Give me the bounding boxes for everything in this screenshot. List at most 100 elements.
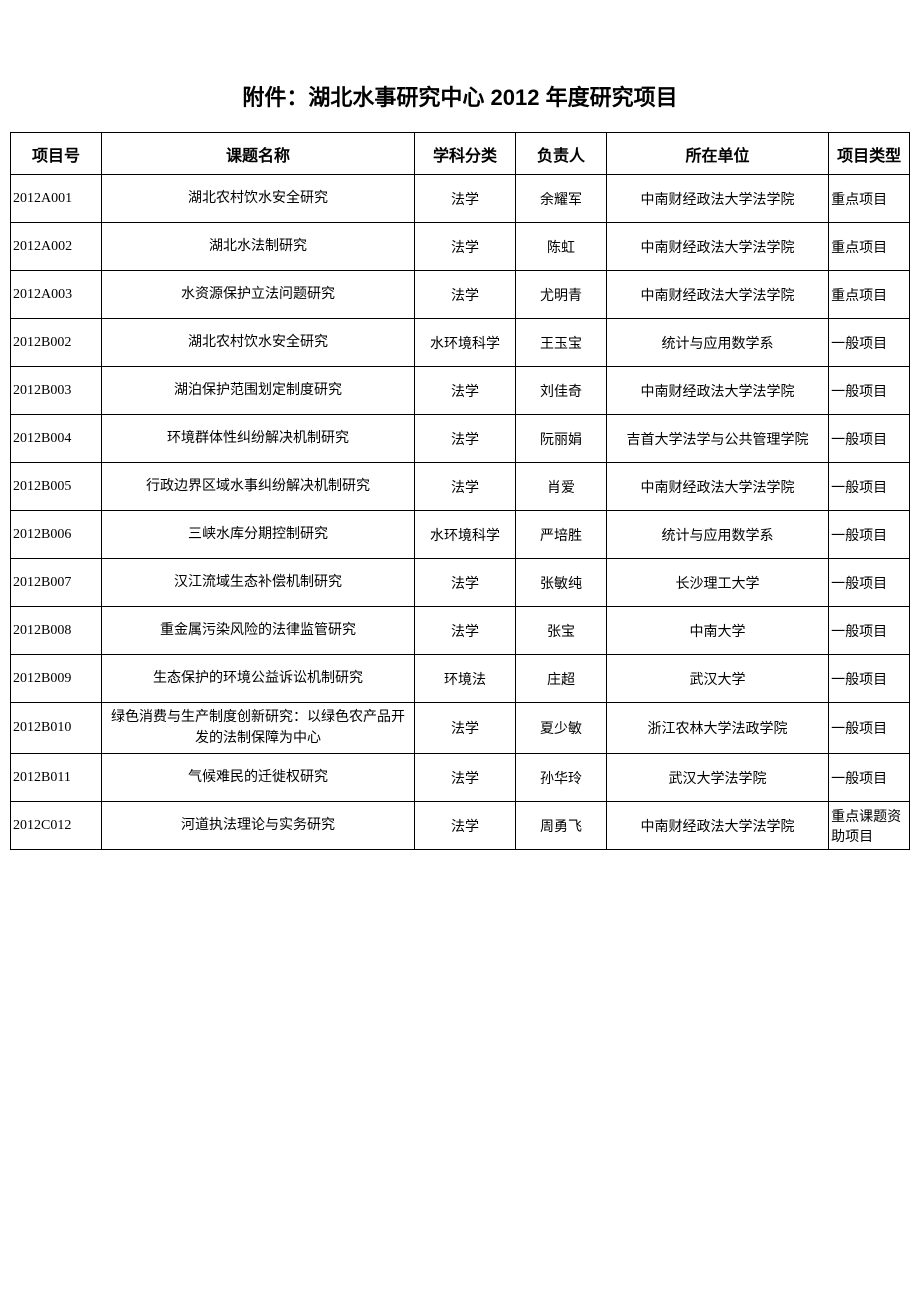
cell-person: 王玉宝 xyxy=(516,319,607,367)
table-row: 2012B006三峡水库分期控制研究水环境科学严培胜统计与应用数学系一般项目 xyxy=(11,511,910,559)
header-id: 项目号 xyxy=(11,133,102,175)
cell-unit: 统计与应用数学系 xyxy=(606,511,828,559)
table-row: 2012C012河道执法理论与实务研究法学周勇飞中南财经政法大学法学院重点课题资… xyxy=(11,802,910,850)
cell-project-title: 环境群体性纠纷解决机制研究 xyxy=(101,415,414,463)
cell-subject: 法学 xyxy=(415,367,516,415)
cell-unit: 长沙理工大学 xyxy=(606,559,828,607)
table-row: 2012A002湖北水法制研究法学陈虹中南财经政法大学法学院重点项目 xyxy=(11,223,910,271)
cell-project-title: 水资源保护立法问题研究 xyxy=(101,271,414,319)
header-title: 课题名称 xyxy=(101,133,414,175)
cell-subject: 水环境科学 xyxy=(415,319,516,367)
cell-project-id: 2012B009 xyxy=(11,655,102,703)
header-type: 项目类型 xyxy=(829,133,910,175)
cell-subject: 水环境科学 xyxy=(415,511,516,559)
cell-person: 陈虹 xyxy=(516,223,607,271)
cell-subject: 法学 xyxy=(415,754,516,802)
cell-project-title: 汉江流域生态补偿机制研究 xyxy=(101,559,414,607)
cell-unit: 吉首大学法学与公共管理学院 xyxy=(606,415,828,463)
cell-type: 重点项目 xyxy=(829,271,910,319)
cell-unit: 中南财经政法大学法学院 xyxy=(606,271,828,319)
cell-subject: 法学 xyxy=(415,703,516,754)
cell-type: 一般项目 xyxy=(829,463,910,511)
cell-subject: 法学 xyxy=(415,463,516,511)
cell-unit: 中南财经政法大学法学院 xyxy=(606,802,828,850)
cell-project-id: 2012B007 xyxy=(11,559,102,607)
cell-project-id: 2012B004 xyxy=(11,415,102,463)
cell-project-id: 2012A001 xyxy=(11,175,102,223)
cell-type: 一般项目 xyxy=(829,754,910,802)
cell-project-title: 三峡水库分期控制研究 xyxy=(101,511,414,559)
cell-person: 严培胜 xyxy=(516,511,607,559)
cell-unit: 武汉大学 xyxy=(606,655,828,703)
cell-type: 重点课题资助项目 xyxy=(829,802,910,850)
cell-project-id: 2012B010 xyxy=(11,703,102,754)
header-subject: 学科分类 xyxy=(415,133,516,175)
table-row: 2012B003湖泊保护范围划定制度研究法学刘佳奇中南财经政法大学法学院一般项目 xyxy=(11,367,910,415)
cell-project-title: 湖北农村饮水安全研究 xyxy=(101,175,414,223)
header-unit: 所在单位 xyxy=(606,133,828,175)
cell-type: 一般项目 xyxy=(829,511,910,559)
cell-type: 一般项目 xyxy=(829,319,910,367)
cell-subject: 法学 xyxy=(415,802,516,850)
cell-person: 周勇飞 xyxy=(516,802,607,850)
cell-project-id: 2012B006 xyxy=(11,511,102,559)
cell-project-title: 行政边界区域水事纠纷解决机制研究 xyxy=(101,463,414,511)
cell-project-id: 2012B008 xyxy=(11,607,102,655)
cell-subject: 环境法 xyxy=(415,655,516,703)
cell-unit: 中南大学 xyxy=(606,607,828,655)
cell-person: 阮丽娟 xyxy=(516,415,607,463)
projects-table: 项目号 课题名称 学科分类 负责人 所在单位 项目类型 2012A001湖北农村… xyxy=(10,132,910,850)
cell-project-title: 河道执法理论与实务研究 xyxy=(101,802,414,850)
cell-person: 肖爱 xyxy=(516,463,607,511)
cell-unit: 中南财经政法大学法学院 xyxy=(606,463,828,511)
cell-person: 张宝 xyxy=(516,607,607,655)
table-header-row: 项目号 课题名称 学科分类 负责人 所在单位 项目类型 xyxy=(11,133,910,175)
cell-project-title: 生态保护的环境公益诉讼机制研究 xyxy=(101,655,414,703)
cell-type: 一般项目 xyxy=(829,559,910,607)
table-row: 2012B008重金属污染风险的法律监管研究法学张宝中南大学一般项目 xyxy=(11,607,910,655)
cell-type: 一般项目 xyxy=(829,607,910,655)
cell-type: 一般项目 xyxy=(829,703,910,754)
table-row: 2012A003水资源保护立法问题研究法学尤明青中南财经政法大学法学院重点项目 xyxy=(11,271,910,319)
cell-subject: 法学 xyxy=(415,415,516,463)
cell-type: 重点项目 xyxy=(829,223,910,271)
cell-project-title: 湖北农村饮水安全研究 xyxy=(101,319,414,367)
table-row: 2012B011气候难民的迁徙权研究法学孙华玲武汉大学法学院一般项目 xyxy=(11,754,910,802)
cell-subject: 法学 xyxy=(415,175,516,223)
cell-project-id: 2012A002 xyxy=(11,223,102,271)
cell-project-id: 2012C012 xyxy=(11,802,102,850)
cell-unit: 中南财经政法大学法学院 xyxy=(606,175,828,223)
header-person: 负责人 xyxy=(516,133,607,175)
cell-project-id: 2012B005 xyxy=(11,463,102,511)
table-row: 2012B004环境群体性纠纷解决机制研究法学阮丽娟吉首大学法学与公共管理学院一… xyxy=(11,415,910,463)
cell-person: 庄超 xyxy=(516,655,607,703)
cell-project-id: 2012B002 xyxy=(11,319,102,367)
cell-project-id: 2012B011 xyxy=(11,754,102,802)
cell-project-title: 气候难民的迁徙权研究 xyxy=(101,754,414,802)
cell-unit: 武汉大学法学院 xyxy=(606,754,828,802)
cell-type: 重点项目 xyxy=(829,175,910,223)
page-title: 附件：湖北水事研究中心 2012 年度研究项目 xyxy=(10,80,910,112)
cell-project-title: 湖北水法制研究 xyxy=(101,223,414,271)
cell-type: 一般项目 xyxy=(829,415,910,463)
table-row: 2012B002湖北农村饮水安全研究水环境科学王玉宝统计与应用数学系一般项目 xyxy=(11,319,910,367)
cell-person: 夏少敏 xyxy=(516,703,607,754)
cell-project-title: 湖泊保护范围划定制度研究 xyxy=(101,367,414,415)
cell-unit: 中南财经政法大学法学院 xyxy=(606,367,828,415)
table-row: 2012B007汉江流域生态补偿机制研究法学张敏纯长沙理工大学一般项目 xyxy=(11,559,910,607)
cell-person: 尤明青 xyxy=(516,271,607,319)
cell-unit: 统计与应用数学系 xyxy=(606,319,828,367)
table-row: 2012B009生态保护的环境公益诉讼机制研究环境法庄超武汉大学一般项目 xyxy=(11,655,910,703)
cell-subject: 法学 xyxy=(415,223,516,271)
cell-subject: 法学 xyxy=(415,607,516,655)
cell-project-id: 2012B003 xyxy=(11,367,102,415)
cell-subject: 法学 xyxy=(415,271,516,319)
cell-type: 一般项目 xyxy=(829,655,910,703)
table-row: 2012A001湖北农村饮水安全研究法学余耀军中南财经政法大学法学院重点项目 xyxy=(11,175,910,223)
cell-project-id: 2012A003 xyxy=(11,271,102,319)
cell-person: 孙华玲 xyxy=(516,754,607,802)
cell-person: 张敏纯 xyxy=(516,559,607,607)
cell-type: 一般项目 xyxy=(829,367,910,415)
table-row: 2012B010绿色消费与生产制度创新研究：以绿色农产品开发的法制保障为中心法学… xyxy=(11,703,910,754)
cell-subject: 法学 xyxy=(415,559,516,607)
